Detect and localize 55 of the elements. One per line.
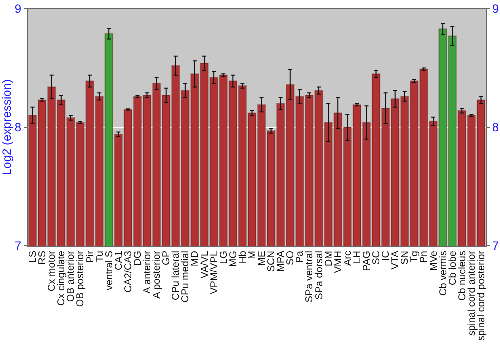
x-tick-label: ventral S (104, 250, 116, 290)
x-tick-label: MPA (276, 250, 288, 272)
x-tick-label: CPu lateral (171, 251, 182, 300)
x-tick-label: OB anterior (66, 250, 78, 302)
x-tick-label: Tu (94, 251, 106, 262)
x-tick-label: SO (286, 250, 297, 266)
x-tick-label: spinal cord anterior (466, 250, 478, 336)
x-tick-label: SPa dorsal (314, 251, 326, 300)
x-tick-label: spinal cord posterior (476, 250, 488, 342)
y2-tick-label: 7 (492, 239, 500, 254)
y2-tick-label: 9 (492, 2, 500, 16)
x-tick-label: Cb nucleus (457, 251, 468, 302)
x-tick-label: ME (257, 250, 268, 266)
x-tick-label: LH (352, 251, 364, 264)
x-tick-label: SPa ventral (304, 251, 316, 303)
x-tick-label: CA1 (114, 250, 125, 270)
x-tick-label: SN (400, 251, 412, 265)
x-tick-label: Arc (342, 251, 354, 266)
x-tick-label: M (247, 251, 258, 260)
x-tick-label: CA2/CA3 (123, 250, 134, 293)
y-axis-title: Log2 (expression) (0, 79, 14, 176)
x-tick-label: CPu medial (180, 251, 192, 303)
x-tick-label: SC (372, 251, 383, 265)
x-tick-label: VTA (390, 250, 402, 270)
x-tick-label: MVe (428, 250, 440, 272)
x-tick-label: Cb vermis (438, 251, 450, 296)
x-tick-label: Pn (419, 251, 430, 264)
x-tick-label: RS (38, 250, 49, 265)
y2-tick-label: 8 (492, 120, 500, 135)
x-tick-label: VPM/VPL (209, 250, 220, 294)
x-tick-label: PAG (362, 250, 373, 272)
x-tick-label: Tg (410, 251, 421, 263)
x-tick-label: GP (162, 250, 173, 266)
x-tick-label: Hb (238, 250, 249, 264)
x-tick-label: Pir (85, 250, 96, 264)
x-tick-label: MD (190, 251, 202, 267)
x-tick-label: Cb lobe (448, 250, 459, 286)
x-tick-label: A anterior (142, 250, 154, 294)
x-tick-label: Cx cingulate (56, 250, 68, 306)
x-tick-label: Cx motor (47, 250, 58, 292)
x-tick-label: SCN (266, 251, 278, 272)
x-tick-label: IC (381, 251, 392, 261)
x-tick-label: DM (324, 251, 335, 267)
x-tick-label: DG (132, 250, 144, 266)
y-tick-label: 7 (14, 239, 22, 254)
x-tick-label: A posterior (152, 250, 164, 299)
x-tick-label: LS (28, 250, 40, 264)
y-tick-label: 9 (14, 2, 22, 16)
x-tick-label: VMH (333, 251, 344, 274)
y-tick-label: 8 (14, 120, 22, 135)
x-tick-label: OB posterior (76, 250, 87, 308)
x-tick-label: MG (228, 250, 240, 268)
x-tick-label: Pa (295, 250, 306, 264)
x-tick-label: LG (218, 250, 230, 264)
x-tick-label: VA/VL (200, 250, 211, 279)
